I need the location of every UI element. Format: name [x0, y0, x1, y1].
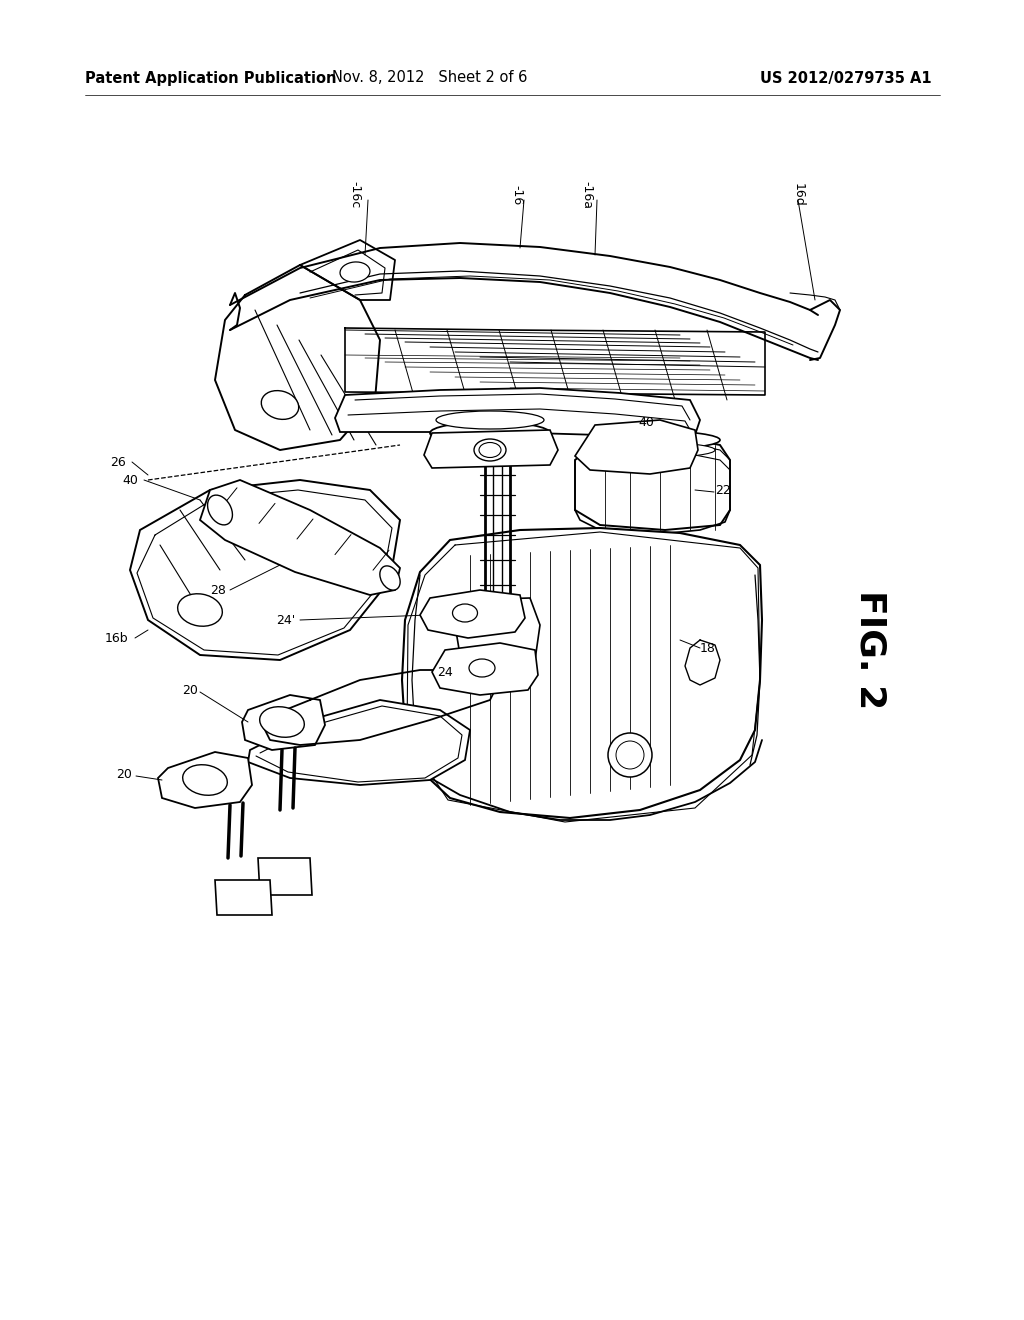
- Polygon shape: [258, 858, 312, 895]
- Text: 40: 40: [122, 474, 138, 487]
- Text: 24': 24': [275, 614, 295, 627]
- Polygon shape: [575, 436, 730, 531]
- Polygon shape: [420, 590, 525, 638]
- Polygon shape: [248, 700, 470, 785]
- Ellipse shape: [479, 442, 501, 458]
- Polygon shape: [335, 388, 700, 436]
- Text: Nov. 8, 2012   Sheet 2 of 6: Nov. 8, 2012 Sheet 2 of 6: [333, 70, 527, 86]
- Ellipse shape: [340, 261, 370, 282]
- Ellipse shape: [474, 440, 506, 461]
- Text: FIG. 2: FIG. 2: [853, 590, 887, 710]
- Ellipse shape: [430, 422, 550, 444]
- Ellipse shape: [590, 432, 720, 449]
- Polygon shape: [575, 420, 698, 474]
- Text: 16d: 16d: [792, 183, 805, 207]
- Text: 26: 26: [110, 455, 126, 469]
- Text: US 2012/0279735 A1: US 2012/0279735 A1: [760, 70, 932, 86]
- Ellipse shape: [182, 764, 227, 795]
- Polygon shape: [432, 643, 538, 696]
- Polygon shape: [402, 528, 762, 818]
- Text: -16c: -16c: [348, 181, 361, 209]
- Ellipse shape: [469, 659, 495, 677]
- Ellipse shape: [260, 706, 304, 738]
- Text: -16: -16: [510, 185, 523, 205]
- Text: 22: 22: [715, 483, 731, 496]
- Text: 40: 40: [638, 416, 654, 429]
- Text: 16b: 16b: [105, 631, 129, 644]
- Circle shape: [608, 733, 652, 777]
- Ellipse shape: [261, 391, 299, 420]
- Polygon shape: [200, 480, 400, 595]
- Circle shape: [616, 741, 644, 770]
- Polygon shape: [215, 880, 272, 915]
- Ellipse shape: [453, 605, 477, 622]
- Polygon shape: [130, 480, 400, 660]
- Polygon shape: [158, 752, 252, 808]
- Text: -16a: -16a: [580, 181, 593, 209]
- Text: 24: 24: [437, 665, 453, 678]
- Text: 28: 28: [210, 583, 226, 597]
- Polygon shape: [424, 430, 558, 469]
- Ellipse shape: [436, 411, 544, 429]
- Text: Patent Application Publication: Patent Application Publication: [85, 70, 337, 86]
- Polygon shape: [455, 598, 540, 675]
- Polygon shape: [242, 696, 325, 750]
- Text: 20: 20: [182, 684, 198, 697]
- Text: 20: 20: [116, 768, 132, 781]
- Text: 18: 18: [700, 642, 716, 655]
- Ellipse shape: [208, 495, 232, 525]
- Ellipse shape: [595, 442, 715, 458]
- Ellipse shape: [178, 594, 222, 626]
- Ellipse shape: [380, 566, 400, 590]
